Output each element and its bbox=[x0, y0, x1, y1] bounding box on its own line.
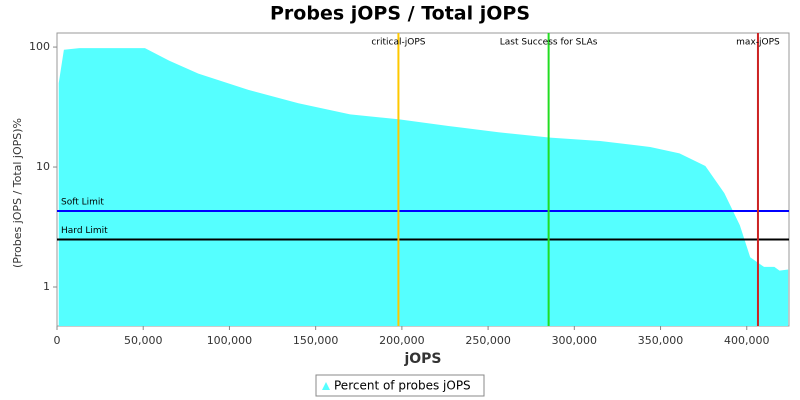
x-tick-label: 300,000 bbox=[552, 334, 598, 347]
threshold-label: Soft Limit bbox=[61, 198, 104, 208]
marker-label: max-jOPS bbox=[736, 38, 780, 48]
chart-title: Probes jOPS / Total jOPS bbox=[270, 3, 530, 25]
legend-label: Percent of probes jOPS bbox=[334, 379, 471, 393]
x-tick-label: 0 bbox=[54, 334, 61, 347]
y-tick-label: 100 bbox=[29, 40, 50, 53]
x-tick-label: 350,000 bbox=[638, 334, 684, 347]
y-axis-label: (Probes jOPS / Total jOPS)% bbox=[11, 118, 24, 268]
y-tick-label: 10 bbox=[36, 160, 50, 173]
area bbox=[58, 48, 789, 327]
x-tick-label: 150,000 bbox=[293, 334, 339, 347]
x-tick-label: 250,000 bbox=[465, 334, 511, 347]
legend-box bbox=[315, 374, 485, 397]
x-tick-label: 200,000 bbox=[379, 334, 425, 347]
y-tick-label: 1 bbox=[43, 280, 50, 293]
threshold-label: Hard Limit bbox=[61, 226, 108, 236]
x-axis-label: jOPS bbox=[403, 351, 441, 367]
marker-label: critical-jOPS bbox=[371, 38, 425, 48]
marker-label: Last Success for SLAs bbox=[500, 38, 598, 48]
x-tick-label: 50,000 bbox=[124, 334, 163, 347]
legend-marker bbox=[322, 382, 330, 390]
x-tick-label: 100,000 bbox=[207, 334, 253, 347]
x-tick-label: 400,000 bbox=[724, 334, 770, 347]
